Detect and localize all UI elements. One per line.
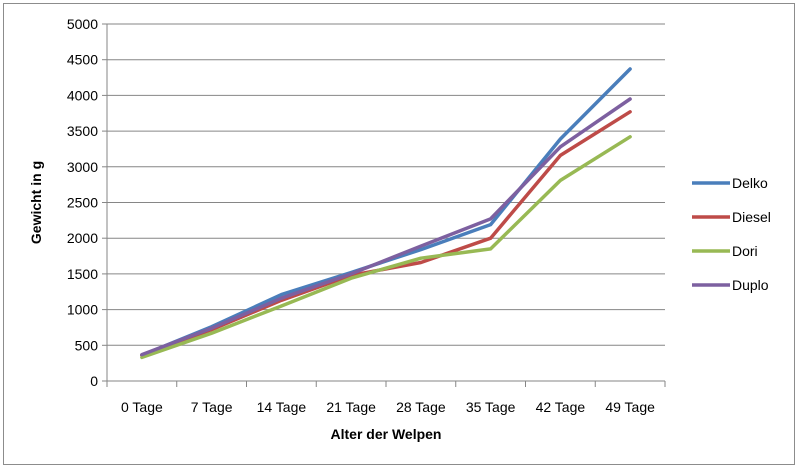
legend-label-dori: Dori	[732, 243, 758, 259]
y-tick-label-5: 2500	[67, 195, 98, 211]
y-axis-title: Gewicht in g	[28, 161, 44, 244]
y-tick-label-2: 1000	[67, 302, 98, 318]
legend: Delko Diesel Dori Duplo	[692, 175, 771, 293]
series-line-delko	[140, 67, 632, 358]
x-axis-title: Alter der Welpen	[331, 426, 442, 442]
y-tick-label-8: 4000	[67, 87, 98, 103]
legend-label-delko: Delko	[732, 175, 768, 191]
y-tick-label-9: 4500	[67, 52, 98, 68]
y-tick-labels: 0 500 1000 1500 2000 2500 3000 3500 4000 4500 5000	[67, 16, 98, 389]
x-tick-labels: 0 Tage 7 Tage 14 Tage 21 Tage 28 Tage 35 Tage…	[121, 399, 655, 415]
x-tick-label-7: 49 Tage	[605, 399, 655, 415]
series-line-duplo	[140, 97, 632, 357]
x-tick-label-3: 21 Tage	[326, 399, 376, 415]
legend-item-diesel: Diesel	[692, 209, 771, 225]
x-tick-label-5: 35 Tage	[466, 399, 516, 415]
x-tick-label-0: 0 Tage	[121, 399, 163, 415]
legend-label-duplo: Duplo	[732, 277, 769, 293]
y-tick-label-3: 1500	[67, 266, 98, 282]
legend-label-diesel: Diesel	[732, 209, 771, 225]
chart-frame	[3, 3, 795, 465]
legend-item-dori: Dori	[692, 243, 758, 259]
x-tick-label-1: 7 Tage	[191, 399, 233, 415]
legend-item-duplo: Duplo	[692, 277, 769, 293]
series-lines	[140, 67, 632, 360]
y-tick-label-1: 500	[75, 337, 99, 353]
axes	[102, 23, 666, 387]
series-line-dori	[140, 135, 632, 360]
x-tick-label-4: 28 Tage	[396, 399, 446, 415]
legend-item-delko: Delko	[692, 175, 768, 191]
y-tick-label-7: 3500	[67, 123, 98, 139]
x-tick-label-6: 42 Tage	[536, 399, 586, 415]
y-tick-label-4: 2000	[67, 230, 98, 246]
x-tick-label-2: 14 Tage	[257, 399, 307, 415]
gridlines	[107, 23, 665, 346]
y-tick-label-10: 5000	[67, 16, 98, 32]
y-tick-label-0: 0	[90, 373, 98, 389]
y-tick-label-6: 3000	[67, 159, 98, 175]
